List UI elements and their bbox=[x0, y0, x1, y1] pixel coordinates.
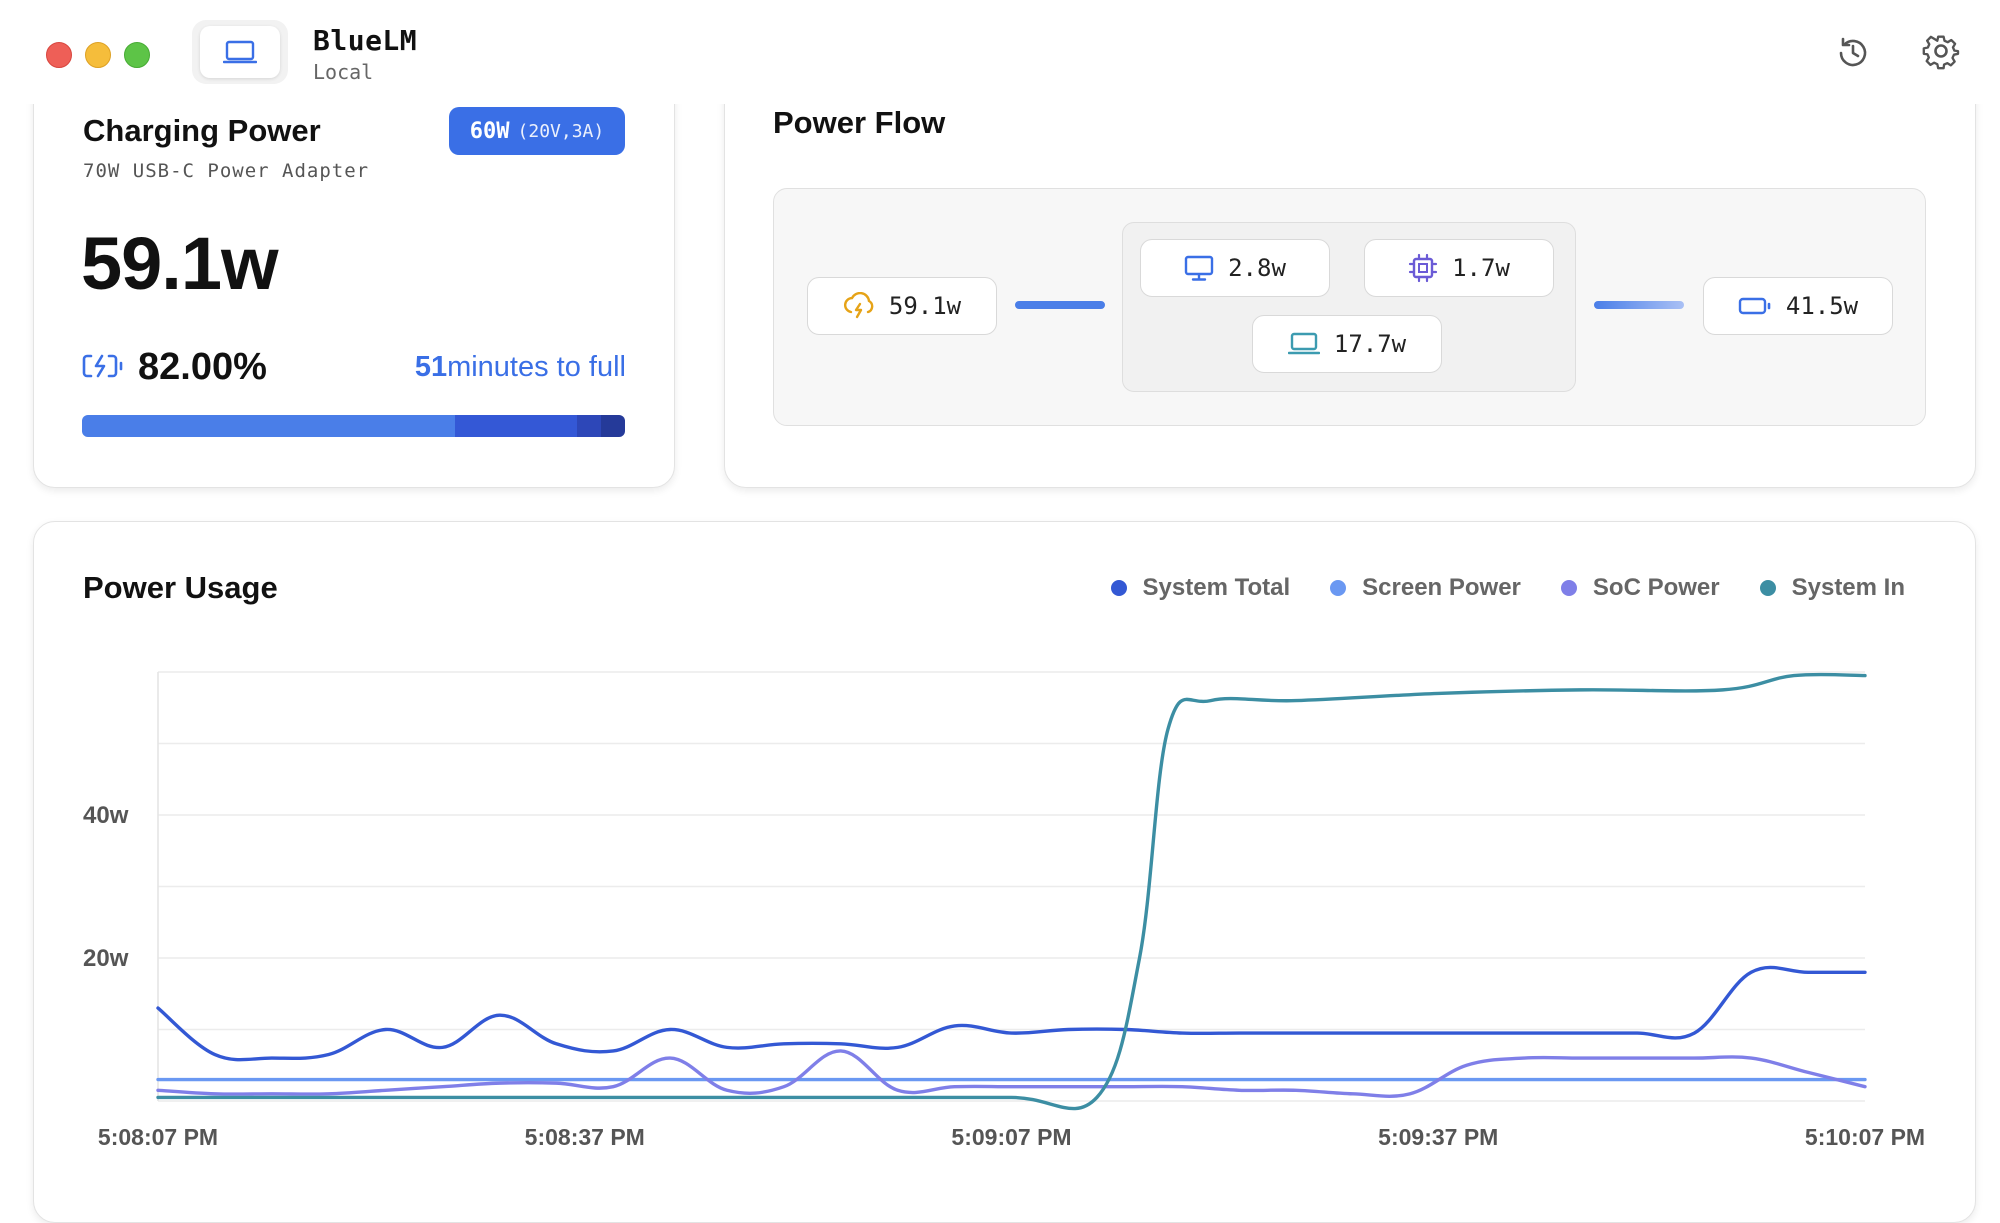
adapter-label: 70W USB-C Power Adapter bbox=[83, 160, 370, 182]
y-tick-label: 40w bbox=[83, 802, 129, 829]
legend-item-screen-power[interactable]: Screen Power bbox=[1330, 574, 1521, 602]
history-icon bbox=[1839, 37, 1867, 67]
time-to-full: 51minutes to full bbox=[415, 351, 626, 384]
settings-button[interactable] bbox=[1918, 30, 1964, 76]
power-flow-card: Power Flow 59.1w 2.8w 1.7w 17.7w 41.5w bbox=[724, 60, 1976, 488]
charging-power-card: Charging Power 70W USB-C Power Adapter 6… bbox=[33, 60, 675, 488]
x-tick-label: 5:08:37 PM bbox=[525, 1124, 645, 1150]
power-input-icon bbox=[843, 292, 874, 319]
flow-soc-value: 1.7w bbox=[1452, 254, 1510, 282]
flow-input-value: 59.1w bbox=[888, 292, 962, 320]
close-window-button[interactable] bbox=[46, 42, 72, 68]
app-subtitle: Local bbox=[313, 60, 374, 84]
minimize-window-button[interactable] bbox=[85, 42, 111, 68]
legend-item-system-in[interactable]: System In bbox=[1759, 574, 1905, 602]
badge-wattage: 60W bbox=[469, 118, 510, 144]
chart-legend: System Total Screen Power SoC Power Syst… bbox=[1110, 574, 1905, 602]
flow-system-node[interactable]: 17.7w bbox=[1252, 315, 1442, 373]
minutes-label: minutes to full bbox=[447, 351, 626, 383]
charging-power-value: 59.1w bbox=[81, 222, 279, 305]
legend-dot bbox=[1759, 580, 1776, 596]
flow-soc-node[interactable]: 1.7w bbox=[1364, 239, 1554, 297]
battery-charging-icon bbox=[82, 353, 124, 384]
flow-connector bbox=[1015, 301, 1105, 309]
charge-progress-bar bbox=[82, 415, 625, 437]
power-usage-title: Power Usage bbox=[83, 570, 278, 605]
legend-dot bbox=[1330, 580, 1347, 596]
series-line-soc-power bbox=[156, 1049, 1867, 1098]
legend-dot bbox=[1110, 580, 1127, 596]
flow-screen-node[interactable]: 2.8w bbox=[1140, 239, 1330, 297]
progress-segment bbox=[601, 415, 625, 437]
wattage-badge: 60W (20V,3A) bbox=[449, 107, 625, 155]
app-name: BlueLM bbox=[313, 24, 418, 57]
flow-connector bbox=[1594, 301, 1684, 309]
laptop-icon bbox=[1287, 332, 1320, 355]
flow-screen-value: 2.8w bbox=[1228, 254, 1286, 282]
flow-system-value: 17.7w bbox=[1333, 330, 1407, 358]
gear-icon bbox=[1922, 35, 1960, 70]
title-bar: BlueLM Local bbox=[0, 0, 2000, 104]
zoom-window-button[interactable] bbox=[124, 42, 150, 68]
legend-dot bbox=[1560, 580, 1577, 596]
x-tick-label: 5:09:37 PM bbox=[1378, 1124, 1498, 1150]
history-button[interactable] bbox=[1830, 30, 1876, 76]
monitor-icon bbox=[1184, 255, 1214, 281]
flow-consumers-group: 2.8w 1.7w 17.7w bbox=[1122, 222, 1576, 392]
power-usage-chart[interactable]: 20w 40w 5:08:07 PM 5:08:37 PM 5:09:07 PM 5:09… bbox=[34, 522, 1975, 1201]
x-tick-label: 5:10:07 PM bbox=[1805, 1124, 1925, 1150]
minutes-value: 51 bbox=[414, 351, 448, 383]
flow-input-node[interactable]: 59.1w bbox=[807, 277, 997, 335]
power-usage-card: Power Usage System Total Screen Power So… bbox=[33, 521, 1976, 1223]
progress-segment bbox=[455, 415, 577, 437]
app-icon[interactable] bbox=[192, 20, 288, 84]
progress-segment bbox=[82, 415, 455, 437]
series-line-system-total bbox=[156, 965, 1867, 1062]
battery-icon bbox=[1738, 297, 1771, 315]
series-line-system-in bbox=[156, 672, 1867, 1111]
x-tick-label: 5:09:07 PM bbox=[951, 1124, 1071, 1150]
battery-percent: 82.00% bbox=[138, 346, 267, 388]
legend-label: System Total bbox=[1142, 574, 1291, 601]
badge-voltage-current: (20V,3A) bbox=[517, 120, 605, 142]
legend-label: SoC Power bbox=[1592, 574, 1720, 601]
x-tick-label: 5:08:07 PM bbox=[98, 1124, 218, 1150]
charging-power-title: Charging Power bbox=[83, 113, 321, 148]
flow-battery-value: 41.5w bbox=[1785, 292, 1859, 320]
flow-battery-node[interactable]: 41.5w bbox=[1703, 277, 1893, 335]
laptop-icon bbox=[200, 26, 280, 78]
legend-item-soc-power[interactable]: SoC Power bbox=[1560, 574, 1720, 602]
legend-item-system-total[interactable]: System Total bbox=[1110, 574, 1291, 602]
legend-label: System In bbox=[1791, 574, 1905, 601]
legend-label: Screen Power bbox=[1362, 574, 1521, 601]
power-flow-title: Power Flow bbox=[773, 105, 946, 140]
cpu-icon bbox=[1408, 253, 1438, 283]
power-flow-diagram: 59.1w 2.8w 1.7w 17.7w 41.5w bbox=[773, 188, 1926, 426]
progress-segment bbox=[577, 415, 601, 437]
y-tick-label: 20w bbox=[83, 945, 129, 972]
